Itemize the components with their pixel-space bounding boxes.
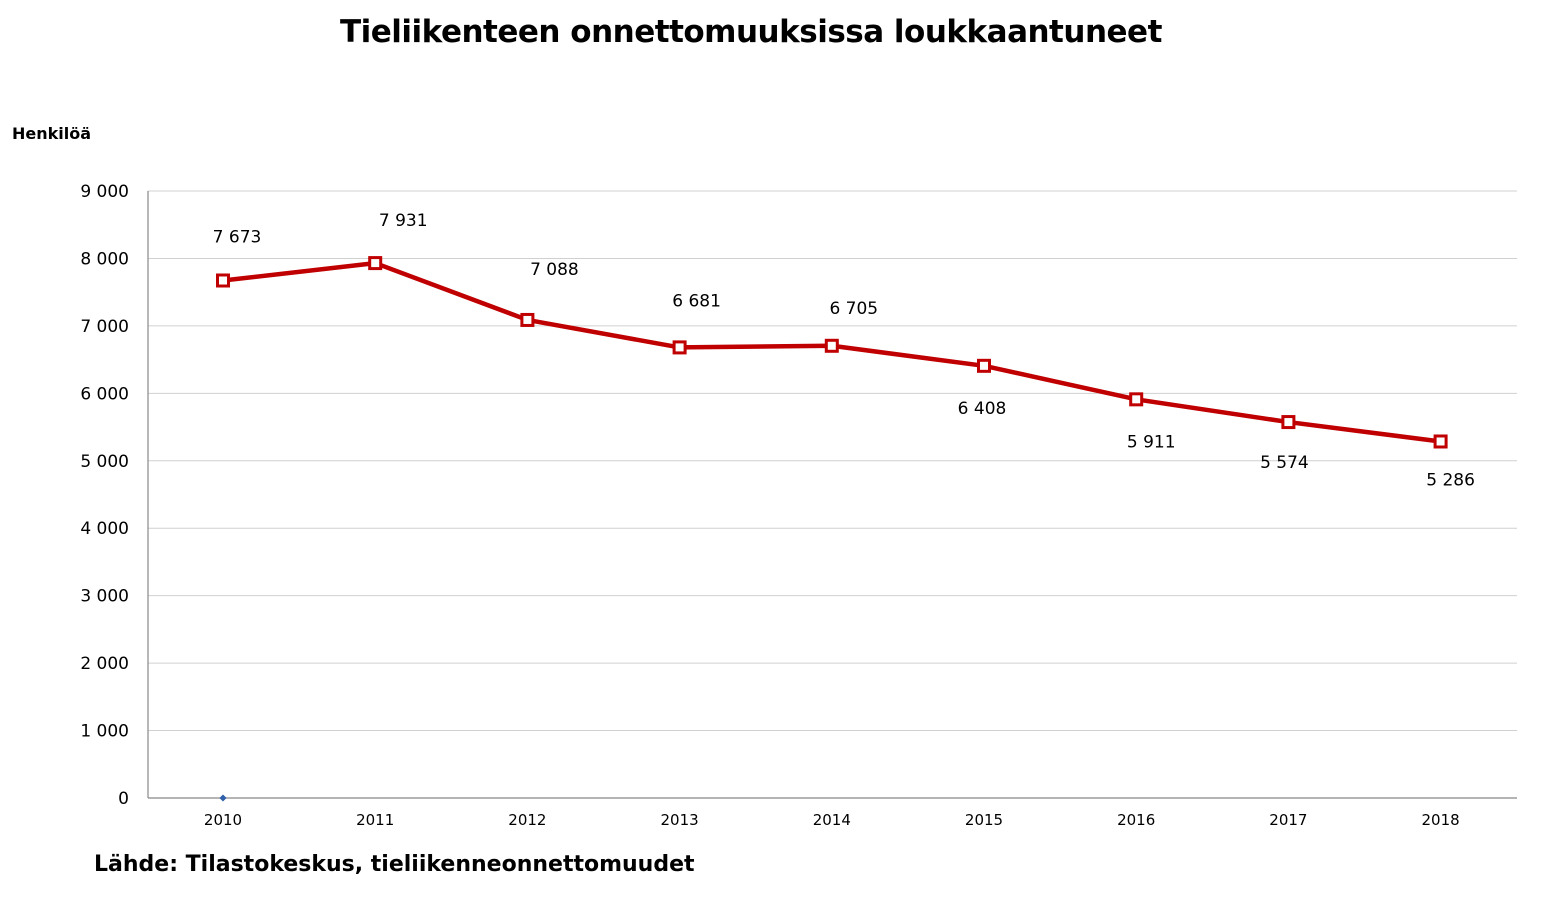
data-point (368, 256, 383, 271)
x-tick-label: 2011 (356, 811, 394, 829)
data-point (520, 312, 535, 327)
data-point (216, 273, 230, 288)
y-tick-label: 7 000 (80, 317, 129, 337)
chart-title: Tieliikenteen onnettomuuksissa loukkaant… (340, 14, 1162, 50)
y-tick-labels: 0 1 000 2 000 3 000 4 000 5 000 6 000 7 000 8 00… (80, 182, 129, 809)
source-note: Lähde: Tilastokeskus, tieliikenneonnetto… (94, 852, 695, 877)
data-label: 5 574 (1260, 453, 1309, 473)
y-tick-label: 2 000 (80, 654, 129, 674)
grid-lines (148, 190, 1517, 732)
y-tick-label: 8 000 (80, 249, 129, 269)
data-label: 6 408 (958, 399, 1007, 419)
data-label: 5 286 (1426, 470, 1475, 490)
data-label: 7 673 (213, 227, 262, 247)
axes (147, 191, 1517, 799)
x-tick-label: 2016 (1117, 811, 1155, 829)
data-point (672, 340, 687, 355)
origin-marker (219, 794, 227, 802)
x-tick-label: 2018 (1422, 811, 1460, 829)
y-tick-label: 0 (118, 789, 129, 809)
y-tick-label: 5 000 (80, 452, 129, 472)
x-tick-label: 2014 (813, 811, 851, 829)
x-tick-label: 2015 (965, 811, 1003, 829)
data-point (1129, 392, 1144, 407)
y-tick-label: 1 000 (80, 722, 129, 742)
x-tick-labels: 2010 2011 2012 2013 2014 2015 2016 2017 2018 (204, 811, 1460, 829)
y-axis-label: Henkilöä (12, 124, 92, 143)
data-point (1433, 434, 1448, 449)
series-markers (216, 256, 1448, 802)
y-tick-label: 6 000 (80, 384, 129, 404)
y-tick-label: 4 000 (80, 519, 129, 539)
data-label: 6 705 (829, 299, 878, 319)
x-tick-label: 2010 (204, 811, 242, 829)
data-point (977, 358, 991, 373)
x-tick-label: 2012 (508, 811, 546, 829)
x-tick-label: 2013 (661, 811, 699, 829)
data-point (1281, 415, 1296, 430)
x-tick-label: 2017 (1269, 811, 1307, 829)
data-label: 7 088 (530, 260, 579, 280)
data-labels: 7 673 7 931 7 088 6 681 6 705 6 408 5 911 5 574… (213, 211, 1475, 490)
data-label: 5 911 (1127, 432, 1176, 452)
y-tick-label: 3 000 (80, 587, 129, 607)
data-label: 6 681 (672, 291, 721, 311)
y-tick-label: 9 000 (80, 182, 129, 202)
data-label: 7 931 (379, 211, 428, 231)
data-point (824, 338, 839, 353)
